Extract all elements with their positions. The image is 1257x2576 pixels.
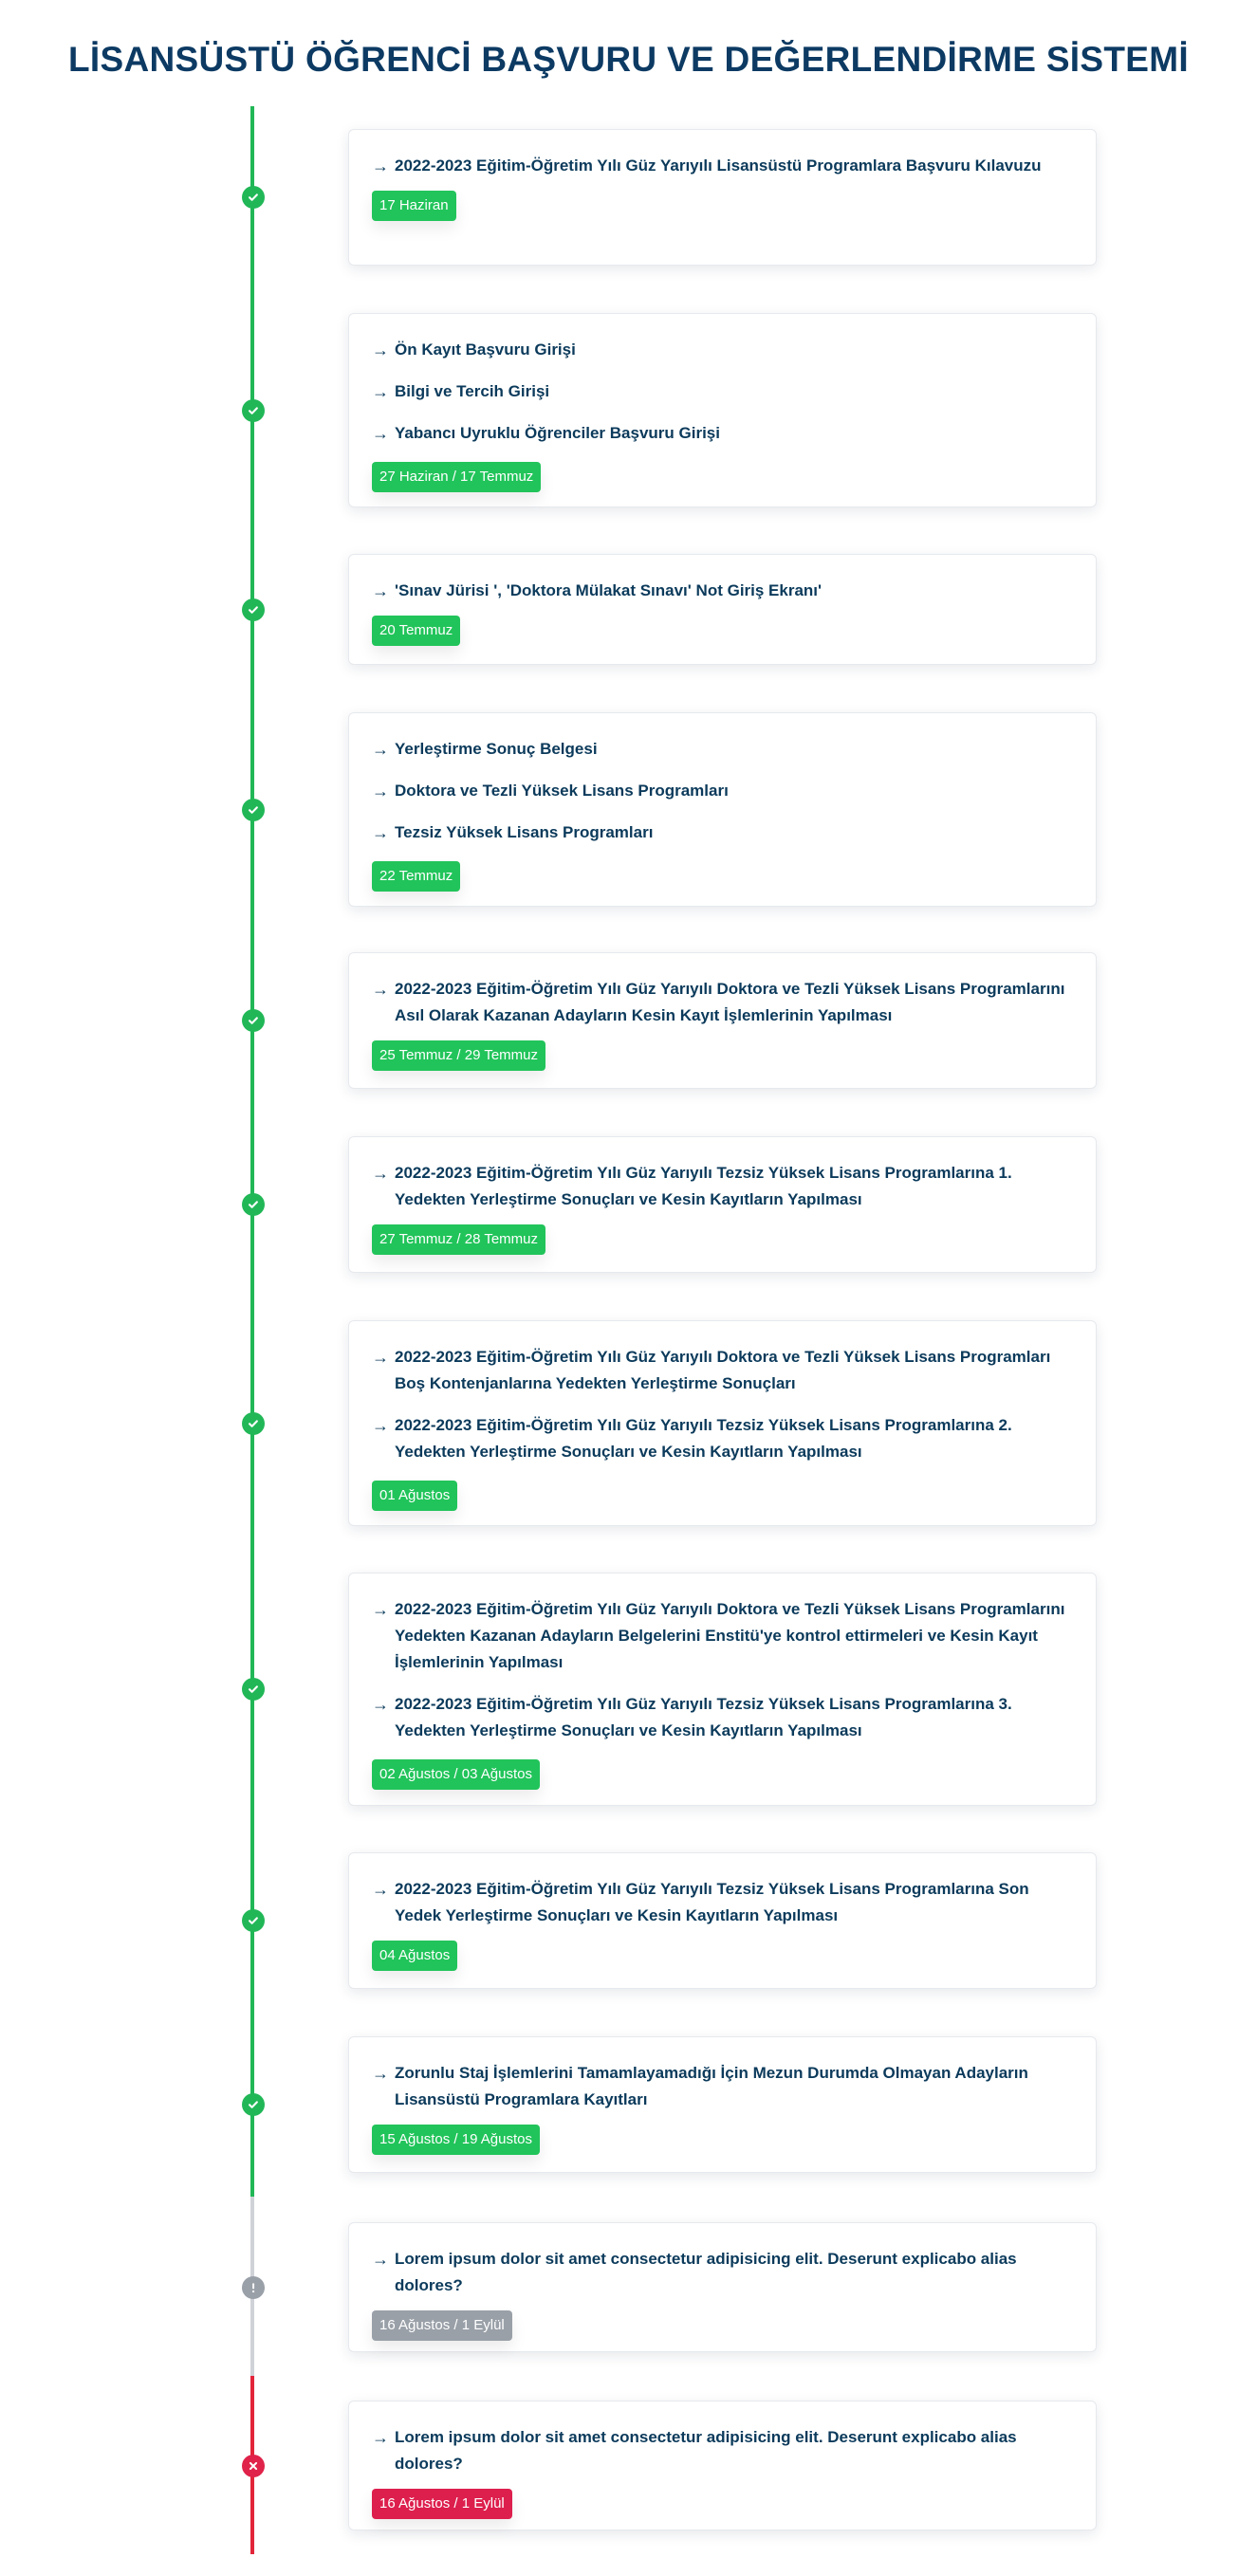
arrow-right-icon: → [372, 2064, 389, 2083]
timeline-line-completed [250, 106, 254, 2197]
date-badge: 22 Temmuz [372, 861, 461, 892]
arrow-right-icon: → [372, 2428, 389, 2447]
timeline-link[interactable]: → Zorunlu Staj İşlemlerini Tamamlayamadığ… [372, 2060, 1071, 2113]
arrow-right-icon: → [372, 782, 389, 800]
timeline-link[interactable]: → Lorem ipsum dolor sit amet consectetur … [372, 2246, 1071, 2299]
date-badge: 02 Ağustos / 03 Ağustos [372, 1759, 540, 1790]
timeline-card: → 2022-2023 Eğitim-Öğretim Yılı Güz Yarıy… [348, 952, 1097, 1089]
date-badge: 15 Ağustos / 19 Ağustos [372, 2125, 540, 2155]
arrow-right-icon: → [372, 424, 389, 443]
timeline-link-label: 2022-2023 Eğitim-Öğretim Yılı Güz Yarıyı… [395, 1880, 1029, 1924]
timeline-card: → Lorem ipsum dolor sit amet consectetur … [348, 2222, 1097, 2352]
close-icon [242, 2454, 265, 2477]
timeline-card: → Yerleştirme Sonuç Belgesi → Doktora ve Te… [348, 712, 1097, 907]
date-badge: 04 Ağustos [372, 1941, 458, 1971]
arrow-right-icon: → [372, 340, 389, 359]
timeline-link-label: Lorem ipsum dolor sit amet consectetur a… [395, 2428, 1017, 2473]
page-title: LİSANSÜSTÜ ÖĞRENCİ BAŞVURU VE DEĞERLENDİ… [68, 40, 1189, 79]
arrow-right-icon: → [372, 382, 389, 401]
timeline-card: → 2022-2023 Eğitim-Öğretim Yılı Güz Yarıy… [348, 1136, 1097, 1273]
timeline-link[interactable]: → Lorem ipsum dolor sit amet consectetur … [372, 2424, 1071, 2477]
check-icon [242, 1678, 265, 1701]
exclamation-icon [242, 2275, 265, 2299]
arrow-right-icon: → [372, 1416, 389, 1435]
date-badge: 27 Temmuz / 28 Temmuz [372, 1224, 546, 1255]
date-badge: 27 Haziran / 17 Temmuz [372, 462, 542, 492]
arrow-right-icon: → [372, 1695, 389, 1714]
date-badge: 01 Ağustos [372, 1481, 458, 1511]
timeline-link-label: Zorunlu Staj İşlemlerini Tamamlayamadığı… [395, 2064, 1028, 2108]
timeline-link-label: Ön Kayıt Başvuru Girişi [395, 340, 576, 359]
timeline-link-label: 2022-2023 Eğitim-Öğretim Yılı Güz Yarıyı… [395, 1695, 1012, 1739]
date-badge: 20 Temmuz [372, 616, 461, 646]
timeline-link[interactable]: → 'Sınav Jürisi ', 'Doktora Mülakat Sınav… [372, 578, 1071, 604]
timeline-link-label: Tezsiz Yüksek Lisans Programları [395, 823, 654, 841]
check-icon [242, 598, 265, 621]
check-icon [242, 1193, 265, 1216]
date-badge: 25 Temmuz / 29 Temmuz [372, 1040, 546, 1071]
timeline-link-label: 2022-2023 Eğitim-Öğretim Yılı Güz Yarıyı… [395, 980, 1065, 1024]
timeline-link-label: Bilgi ve Tercih Girişi [395, 382, 550, 400]
arrow-right-icon: → [372, 1164, 389, 1183]
timeline-card: → Lorem ipsum dolor sit amet consectetur … [348, 2401, 1097, 2530]
timeline-link-label: Yabancı Uyruklu Öğrenciler Başvuru Giriş… [395, 424, 720, 442]
timeline-link[interactable]: → 2022-2023 Eğitim-Öğretim Yılı Güz Yarıy… [372, 1412, 1071, 1465]
timeline-link-label: 2022-2023 Eğitim-Öğretim Yılı Güz Yarıyı… [395, 1164, 1012, 1208]
timeline-link-label: 2022-2023 Eğitim-Öğretim Yılı Güz Yarıyı… [395, 1416, 1012, 1461]
timeline-card: → 2022-2023 Eğitim-Öğretim Yılı Güz Yarıy… [348, 1573, 1097, 1806]
timeline-card: → 2022-2023 Eğitim-Öğretim Yılı Güz Yarıy… [348, 129, 1097, 266]
arrow-right-icon: → [372, 156, 389, 175]
date-badge: 16 Ağustos / 1 Eylül [372, 2310, 512, 2341]
timeline-link[interactable]: → 2022-2023 Eğitim-Öğretim Yılı Güz Yarıy… [372, 1344, 1071, 1397]
arrow-right-icon: → [372, 823, 389, 842]
timeline-link[interactable]: → 2022-2023 Eğitim-Öğretim Yılı Güz Yarıy… [372, 1691, 1071, 1744]
timeline-link-label: Doktora ve Tezli Yüksek Lisans Programla… [395, 782, 729, 800]
timeline-card: → Ön Kayıt Başvuru Girişi → Bilgi ve Tercih… [348, 313, 1097, 507]
check-icon [242, 798, 265, 821]
arrow-right-icon: → [372, 1348, 389, 1367]
timeline-link[interactable]: → 2022-2023 Eğitim-Öğretim Yılı Güz Yarıy… [372, 1160, 1071, 1213]
arrow-right-icon: → [372, 1880, 389, 1899]
timeline-link[interactable]: → 2022-2023 Eğitim-Öğretim Yılı Güz Yarıy… [372, 153, 1071, 179]
arrow-right-icon: → [372, 1600, 389, 1619]
timeline-card: → Zorunlu Staj İşlemlerini Tamamlayamadığ… [348, 2036, 1097, 2173]
timeline-link[interactable]: → Tezsiz Yüksek Lisans Programları [372, 819, 1071, 846]
arrow-right-icon: → [372, 980, 389, 999]
timeline-link[interactable]: → Doktora ve Tezli Yüksek Lisans Programl… [372, 778, 1071, 804]
check-icon [242, 1411, 265, 1435]
timeline-link-label: 'Sınav Jürisi ', 'Doktora Mülakat Sınavı… [395, 581, 823, 599]
timeline-link[interactable]: → 2022-2023 Eğitim-Öğretim Yılı Güz Yarıy… [372, 976, 1071, 1029]
timeline-link[interactable]: → Ön Kayıt Başvuru Girişi [372, 337, 1071, 363]
timeline-link[interactable]: → 2022-2023 Eğitim-Öğretim Yılı Güz Yarıy… [372, 1876, 1071, 1929]
timeline-link[interactable]: → Yerleştirme Sonuç Belgesi [372, 736, 1071, 763]
date-badge: 17 Haziran [372, 191, 456, 221]
timeline-link-label: 2022-2023 Eğitim-Öğretim Yılı Güz Yarıyı… [395, 1600, 1065, 1671]
arrow-right-icon: → [372, 581, 389, 600]
check-icon [242, 1009, 265, 1032]
arrow-right-icon: → [372, 2250, 389, 2269]
check-icon [242, 398, 265, 422]
check-icon [242, 186, 265, 209]
timeline-card: → 'Sınav Jürisi ', 'Doktora Mülakat Sınav… [348, 554, 1097, 665]
timeline-link-label: Yerleştirme Sonuç Belgesi [395, 740, 598, 758]
timeline-link[interactable]: → 2022-2023 Eğitim-Öğretim Yılı Güz Yarıy… [372, 1596, 1071, 1676]
timeline-link[interactable]: → Bilgi ve Tercih Girişi [372, 378, 1071, 405]
check-icon [242, 1909, 265, 1932]
arrow-right-icon: → [372, 740, 389, 759]
timeline-link-label: 2022-2023 Eğitim-Öğretim Yılı Güz Yarıyı… [395, 1348, 1051, 1392]
check-icon [242, 2093, 265, 2116]
timeline-link-label: 2022-2023 Eğitim-Öğretim Yılı Güz Yarıyı… [395, 156, 1042, 175]
timeline-card: → 2022-2023 Eğitim-Öğretim Yılı Güz Yarıy… [348, 1852, 1097, 1989]
date-badge: 16 Ağustos / 1 Eylül [372, 2489, 512, 2519]
timeline-card: → 2022-2023 Eğitim-Öğretim Yılı Güz Yarıy… [348, 1320, 1097, 1526]
timeline-link-label: Lorem ipsum dolor sit amet consectetur a… [395, 2250, 1017, 2294]
timeline-link[interactable]: → Yabancı Uyruklu Öğrenciler Başvuru Giri… [372, 420, 1071, 447]
